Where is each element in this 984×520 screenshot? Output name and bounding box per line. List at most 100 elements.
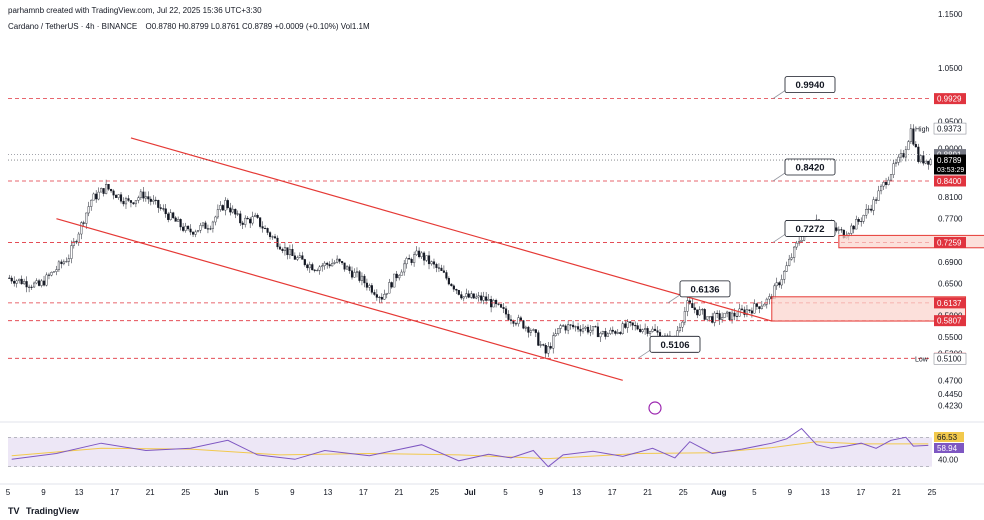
candle-body bbox=[855, 219, 858, 230]
candle-body bbox=[872, 199, 875, 211]
candle-body bbox=[904, 149, 907, 158]
extreme-price-label: 0.5100 bbox=[937, 355, 962, 364]
candle-body bbox=[75, 241, 78, 243]
rsi-ma-tag bbox=[934, 432, 964, 442]
candle-body bbox=[224, 200, 227, 211]
candle-body bbox=[226, 200, 229, 209]
candle-body bbox=[485, 296, 488, 301]
candle-body bbox=[780, 279, 783, 286]
candle-body bbox=[512, 320, 515, 324]
time-tick-label: 13 bbox=[323, 488, 332, 497]
candle-body bbox=[214, 216, 217, 223]
candle-body bbox=[216, 209, 219, 218]
candle-body bbox=[18, 278, 21, 282]
callout-box bbox=[679, 280, 731, 298]
candle-body bbox=[656, 330, 659, 333]
price-tag bbox=[934, 175, 966, 187]
candle-body bbox=[644, 328, 647, 330]
time-tick-label: 9 bbox=[788, 488, 793, 497]
candle-body bbox=[678, 327, 681, 331]
candle-body bbox=[870, 208, 873, 211]
candle-body bbox=[532, 329, 535, 331]
candle-body bbox=[857, 219, 860, 222]
drawing-overlays: 0.9940 0.8420 0.7272 0.6136 0.5106 bbox=[8, 76, 984, 415]
candle-body bbox=[912, 128, 915, 145]
time-tick-label: 25 bbox=[928, 488, 937, 497]
candle-body bbox=[718, 313, 721, 320]
candle-body bbox=[497, 303, 500, 305]
candle-body bbox=[681, 321, 684, 328]
candle-body bbox=[472, 293, 475, 299]
time-tick-label: 17 bbox=[110, 488, 119, 497]
candle-body bbox=[117, 194, 120, 198]
candle-body bbox=[30, 286, 33, 288]
candle-body bbox=[393, 273, 396, 288]
candle-body bbox=[447, 278, 450, 285]
time-tick-label: Jun bbox=[214, 488, 228, 497]
candle-body bbox=[442, 270, 445, 273]
candle-body bbox=[730, 312, 734, 320]
candle-body bbox=[507, 313, 510, 320]
symbol-title[interactable]: Cardano / TetherUS · 4h · BINANCE bbox=[8, 22, 138, 31]
candle-body bbox=[748, 309, 751, 311]
alert-icon bbox=[648, 401, 662, 415]
price-tag-label: 0.8400 bbox=[937, 177, 962, 186]
candle-body bbox=[134, 200, 137, 205]
candle-body bbox=[534, 329, 537, 333]
candle-body bbox=[70, 245, 73, 259]
price-tag bbox=[934, 93, 966, 105]
time-tick-label: 17 bbox=[608, 488, 617, 497]
candle-body bbox=[87, 206, 90, 214]
candle-body bbox=[303, 259, 306, 266]
supply-demand-zone bbox=[771, 296, 967, 322]
candle-body bbox=[735, 315, 739, 317]
candle-body bbox=[470, 293, 473, 298]
candle-body bbox=[924, 160, 927, 164]
candle-body bbox=[187, 225, 190, 230]
candle-body bbox=[273, 236, 277, 239]
candle-body bbox=[355, 271, 359, 273]
candle-body bbox=[169, 212, 172, 220]
time-tick-label: 13 bbox=[821, 488, 830, 497]
candle-body bbox=[651, 328, 654, 332]
callout-box bbox=[784, 76, 836, 94]
candle-body bbox=[144, 196, 147, 199]
candle-body bbox=[194, 231, 197, 235]
candle-body bbox=[586, 326, 590, 333]
candle-body bbox=[360, 275, 364, 281]
candle-body bbox=[256, 214, 259, 218]
candle-body bbox=[596, 326, 599, 338]
candle-body bbox=[475, 296, 478, 299]
candle-body bbox=[432, 261, 436, 265]
candle-body bbox=[542, 344, 545, 346]
candle-body bbox=[199, 225, 202, 231]
candle-body bbox=[191, 231, 195, 235]
callout-label: 0.7272 bbox=[795, 224, 824, 235]
candle-body bbox=[398, 275, 401, 279]
candle-body bbox=[132, 202, 135, 205]
candle-body bbox=[584, 326, 587, 329]
time-tick-label: 21 bbox=[146, 488, 155, 497]
tradingview-logo: TV bbox=[8, 506, 20, 516]
candle-body bbox=[413, 254, 416, 263]
time-tick-label: 13 bbox=[75, 488, 84, 497]
rsi-tag-label: 58.94 bbox=[937, 444, 958, 453]
candle-body bbox=[244, 217, 247, 225]
candle-body bbox=[495, 299, 498, 305]
callout-box bbox=[784, 220, 836, 237]
candle-body bbox=[293, 255, 296, 260]
candle-body bbox=[234, 208, 237, 215]
candle-body bbox=[867, 208, 870, 210]
candle-body bbox=[425, 255, 428, 261]
candle-body bbox=[286, 247, 289, 256]
candle-body bbox=[114, 194, 118, 198]
candle-body bbox=[408, 258, 411, 260]
candle-body bbox=[594, 326, 597, 328]
candle-body bbox=[581, 328, 585, 332]
candle-body bbox=[246, 217, 249, 220]
candle-body bbox=[162, 208, 165, 210]
candle-body bbox=[711, 316, 714, 323]
candle-body bbox=[629, 321, 632, 323]
candle-body bbox=[127, 198, 130, 201]
